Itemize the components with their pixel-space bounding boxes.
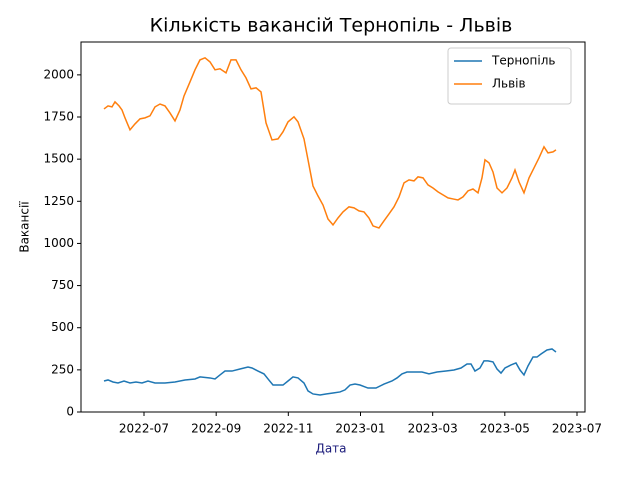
y-tick-label: 0 — [66, 405, 74, 419]
y-tick-label: 1250 — [43, 194, 74, 208]
x-tick-label: 2023-07 — [552, 422, 602, 436]
y-tick-label: 750 — [51, 278, 74, 292]
y-axis-label: Вакансії — [18, 201, 32, 253]
x-tick-label: 2023-03 — [408, 422, 458, 436]
chart-title: Кількість вакансій Тернопіль - Львів — [150, 15, 513, 37]
x-tick-label: 2023-05 — [480, 422, 530, 436]
y-tick-label: 2000 — [43, 67, 74, 81]
y-tick-label: 1000 — [43, 236, 74, 250]
y-tick-label: 1500 — [43, 152, 74, 166]
x-tick-label: 2023-01 — [335, 422, 385, 436]
legend-label: Тернопіль — [491, 54, 555, 68]
x-tick-label: 2022-07 — [119, 422, 169, 436]
data-line — [103, 348, 557, 396]
x-tick-label: 2022-09 — [191, 422, 241, 436]
legend-label: Львів — [492, 77, 526, 91]
data-line — [103, 56, 557, 229]
legend-box — [447, 47, 572, 105]
y-tick-label: 1750 — [43, 110, 74, 124]
x-axis-label: Дата — [315, 442, 346, 456]
y-tick-label: 500 — [51, 320, 74, 334]
plot-frame — [80, 41, 586, 413]
y-tick-label: 250 — [51, 362, 74, 376]
x-tick-label: 2022-11 — [263, 422, 313, 436]
